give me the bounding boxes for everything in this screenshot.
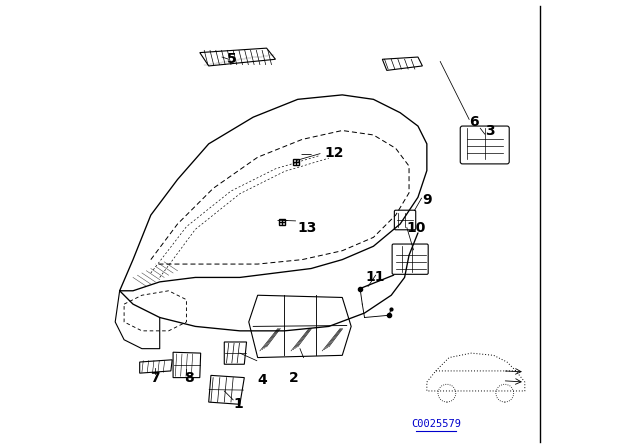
Text: 5: 5 bbox=[227, 52, 236, 66]
Text: 10: 10 bbox=[407, 221, 426, 236]
Text: 13: 13 bbox=[298, 221, 317, 236]
Text: —: — bbox=[277, 215, 288, 225]
Text: 7: 7 bbox=[150, 370, 160, 384]
Text: 2: 2 bbox=[289, 370, 299, 384]
Text: 11: 11 bbox=[366, 271, 385, 284]
Text: —: — bbox=[300, 149, 311, 159]
Text: 12: 12 bbox=[324, 146, 344, 160]
Text: 4: 4 bbox=[258, 373, 268, 387]
Text: 1: 1 bbox=[233, 397, 243, 411]
Text: 9: 9 bbox=[422, 193, 432, 207]
Text: 3: 3 bbox=[484, 124, 494, 138]
Text: 8: 8 bbox=[184, 370, 193, 384]
Text: C0025579: C0025579 bbox=[411, 419, 461, 429]
Text: 6: 6 bbox=[469, 115, 479, 129]
